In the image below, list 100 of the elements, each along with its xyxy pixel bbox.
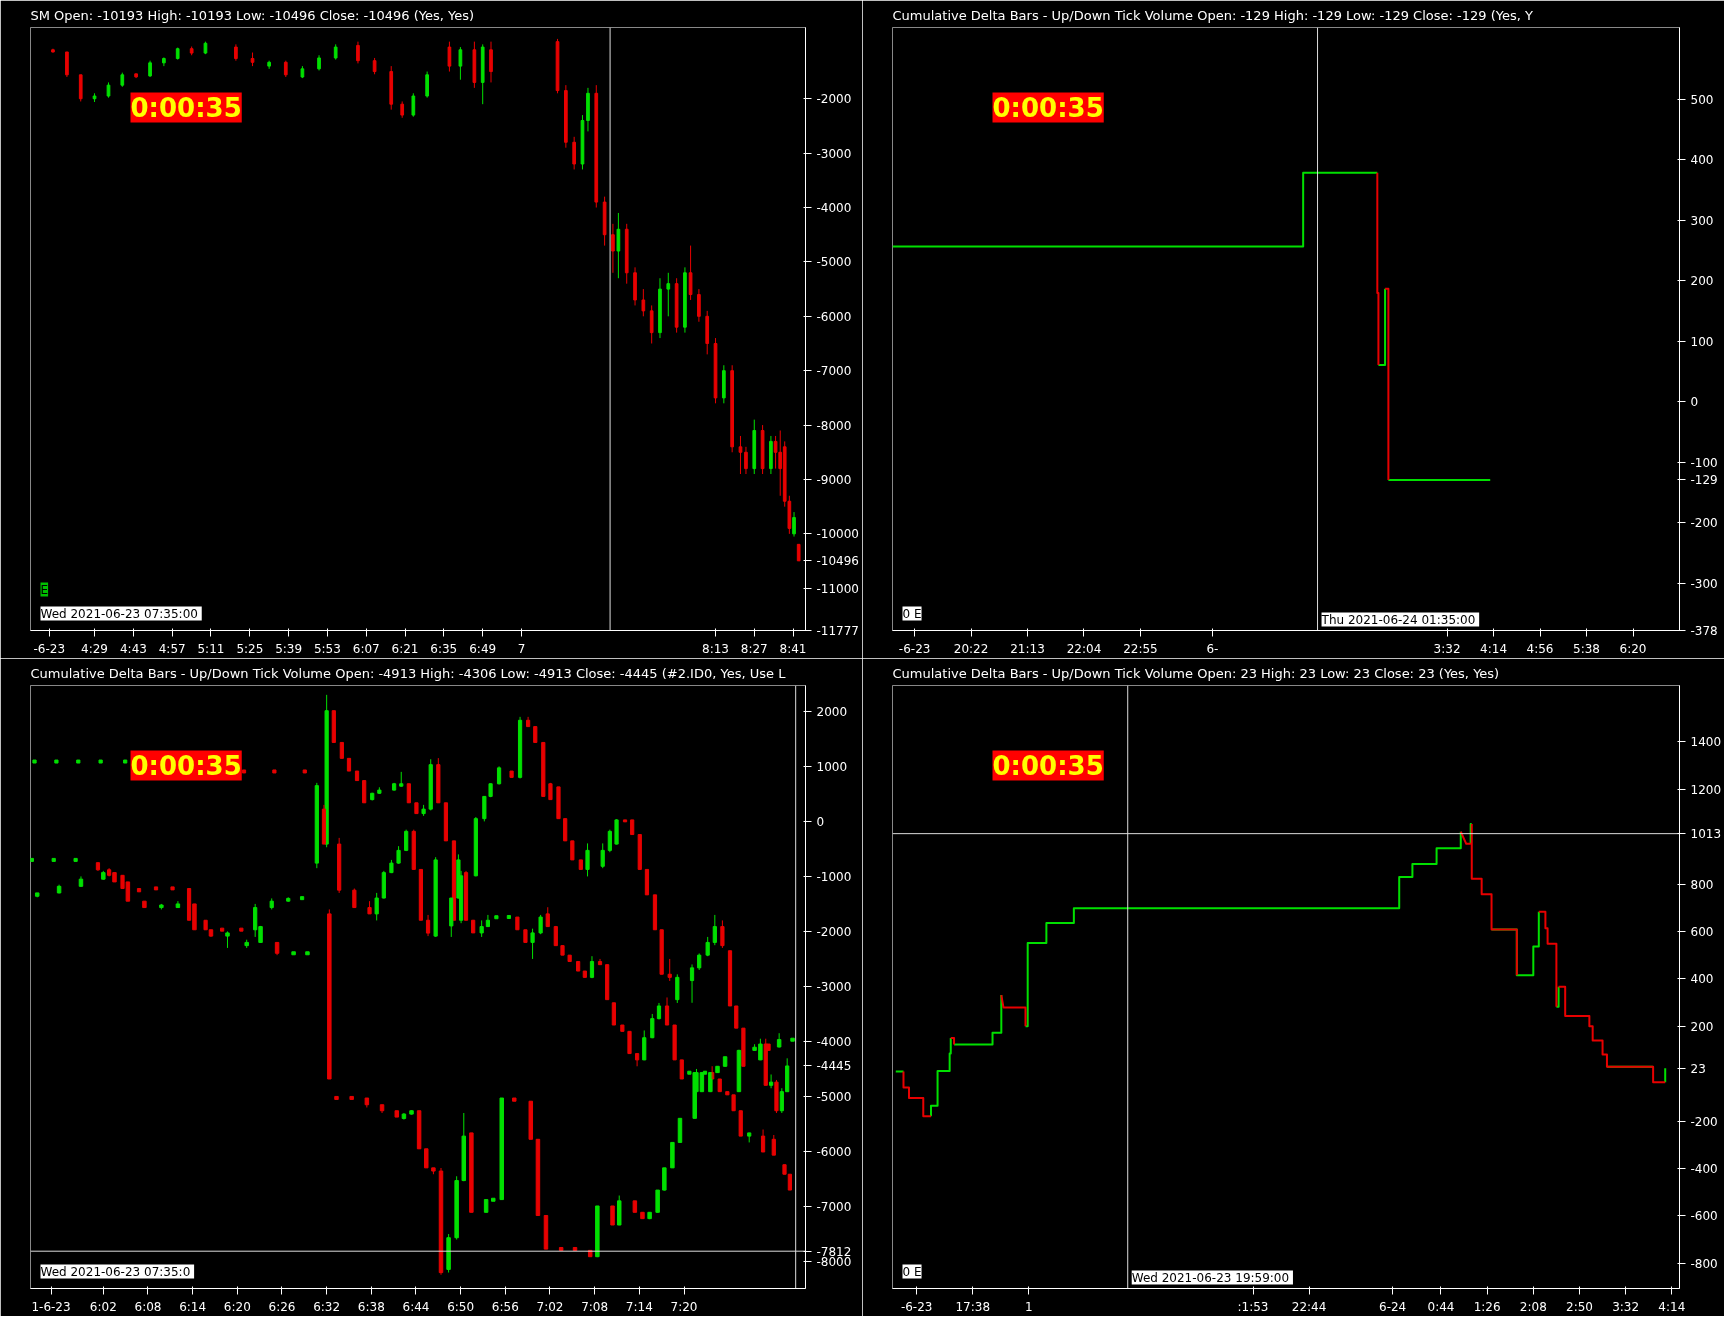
y-tick-label: -300 [1690,576,1718,591]
x-tick-label: 8:27 [740,641,768,656]
x-tick-label: 2:08 [1519,1299,1547,1314]
y-tick-label: 500 [1690,92,1714,107]
x-tick-label: 4:14 [1658,1299,1686,1314]
x-tick-label: 4:14 [1480,641,1508,656]
y-tick-label: -200 [1690,1114,1718,1129]
y-tick-label: 1400 [1690,735,1722,750]
x-tick-label: 21:13 [1010,641,1045,656]
x-tick-label: 8:13 [702,641,730,656]
x-tick-label: 6:44 [402,1299,430,1314]
y-tick-label: -100 [1690,455,1718,470]
x-tick-label: 5:11 [197,641,225,656]
x-tick-label: 2:50 [1566,1299,1593,1314]
x-tick-label: 7:14 [625,1299,653,1314]
x-tick-label: 0:44 [1427,1299,1455,1314]
x-tick-label: 6:20 [1619,641,1647,656]
y-tick-label: -129 [1690,473,1718,488]
x-tick-label: 6:07 [352,641,380,656]
y-tick-label: -1000 [816,869,852,884]
annotation: 0:00:35 [130,750,242,781]
x-tick-label: 5:39 [275,641,303,656]
x-tick-label: 1-6-23 [31,1299,71,1314]
x-tick-label: 6- [1206,641,1219,656]
x-tick-label: 6:02 [89,1299,117,1314]
y-tick-label: 300 [1690,213,1714,228]
x-tick-label: 8:41 [779,641,807,656]
x-tick-label: 4:57 [158,641,186,656]
x-tick-label: 6:32 [313,1299,341,1314]
y-tick-label: 100 [1690,334,1714,349]
annotation: 0:00:35 [992,750,1104,781]
x-tick-label: 4:56 [1526,641,1554,656]
y-tick-label: 1013 [1690,827,1722,842]
x-tick-label: 6:20 [223,1299,251,1314]
annotation: 0 E [902,606,922,621]
x-tick-label: 6:50 [447,1299,475,1314]
x-tick-label: -6-23 [898,641,931,656]
x-tick-label: 4:43 [119,641,147,656]
x-tick-label: 20:22 [953,641,989,656]
y-tick-label: -11000 [816,581,860,596]
y-tick-label: -2000 [816,924,852,939]
y-tick-label: -6000 [816,1145,852,1159]
y-tick-label: -2000 [816,92,852,107]
annotation: Wed 2021-06-23 07:35:00 [40,606,198,621]
chart-title: Cumulative Delta Bars - Up/Down Tick Volume Open: -129 High: -129 Low: -129 Close: -129 (Yes, Y [892,7,1533,23]
y-tick-label: 400 [1690,153,1714,168]
y-tick-label: -5000 [816,1089,852,1104]
y-tick-label: 400 [1690,972,1714,987]
y-tick-label: -7000 [816,1200,852,1215]
x-tick-label: 22:44 [1291,1299,1327,1314]
annotation: E [40,582,49,597]
x-tick-label: -6-23 [900,1299,933,1314]
y-tick-label: -4445 [816,1059,852,1074]
y-tick-label: 200 [1690,274,1714,289]
x-tick-label: -6-23 [33,641,66,656]
annotation: 0:00:35 [130,92,242,123]
x-tick-label: 22:55 [1123,641,1158,656]
x-tick-label: 17:38 [955,1299,991,1314]
x-tick-label: 6:56 [491,1299,519,1314]
x-tick-label: 6:35 [430,641,458,656]
y-tick-label: 200 [1690,1019,1714,1034]
x-tick-label: 5:25 [236,641,264,656]
x-tick-label: 6:08 [134,1299,162,1314]
chart-title: Cumulative Delta Bars - Up/Down Tick Volume Open: 23 High: 23 Low: 23 Close: 23 (Yes, Yes) [892,665,1500,681]
y-tick-label: -8000 [816,418,852,433]
annotation: 0:00:35 [992,92,1104,123]
y-tick-label: -8000 [816,1255,852,1270]
x-tick-label: 4:29 [81,641,109,656]
annotation: 0 E [902,1264,922,1279]
chart-title: SM Open: -10193 High: -10193 Low: -10496 Close: -10496 (Yes, Yes) [30,7,475,23]
x-tick-label: 7:08 [581,1299,609,1314]
y-tick-label: -3000 [816,979,852,994]
x-tick-label: 3:32 [1433,641,1461,656]
y-tick-label: -5000 [816,255,852,270]
y-tick-label: 1000 [816,759,848,774]
x-tick-label: :1:53 [1237,1299,1269,1314]
y-tick-label: -10000 [816,527,860,542]
y-tick-label: -11777 [816,624,860,638]
x-tick-label: 6:21 [391,641,419,656]
y-tick-label: -9000 [816,472,852,487]
y-tick-label: -10496 [816,554,860,569]
y-tick-label: -3000 [816,146,852,161]
x-tick-label: 22:04 [1066,641,1102,656]
y-tick-label: 2000 [816,704,848,719]
chart-title: Cumulative Delta Bars - Up/Down Tick Volume Open: -4913 High: -4306 Low: -4913 Close: -4445 (#2.ID0, Yes, Use L [30,665,787,681]
ref-line-label: Thu 2021-06-24 01:35:00 [1320,612,1476,627]
y-tick-label: 600 [1690,925,1714,940]
y-tick-label: 800 [1690,877,1714,892]
x-tick-label: 5:53 [313,641,341,656]
x-tick-label: 6:14 [179,1299,207,1314]
y-tick-label: 0 [816,814,825,829]
y-tick-label: -7000 [816,364,852,379]
y-tick-label: 23 [1690,1061,1706,1076]
y-tick-label: -600 [1690,1209,1718,1224]
x-tick-label: 1 [1024,1299,1033,1314]
y-tick-label: -4000 [816,1034,852,1049]
x-tick-label: 6:26 [268,1299,296,1314]
x-tick-label: 7:20 [670,1299,698,1314]
x-tick-label: 1:26 [1473,1299,1501,1314]
x-tick-label: 5:38 [1573,641,1600,656]
